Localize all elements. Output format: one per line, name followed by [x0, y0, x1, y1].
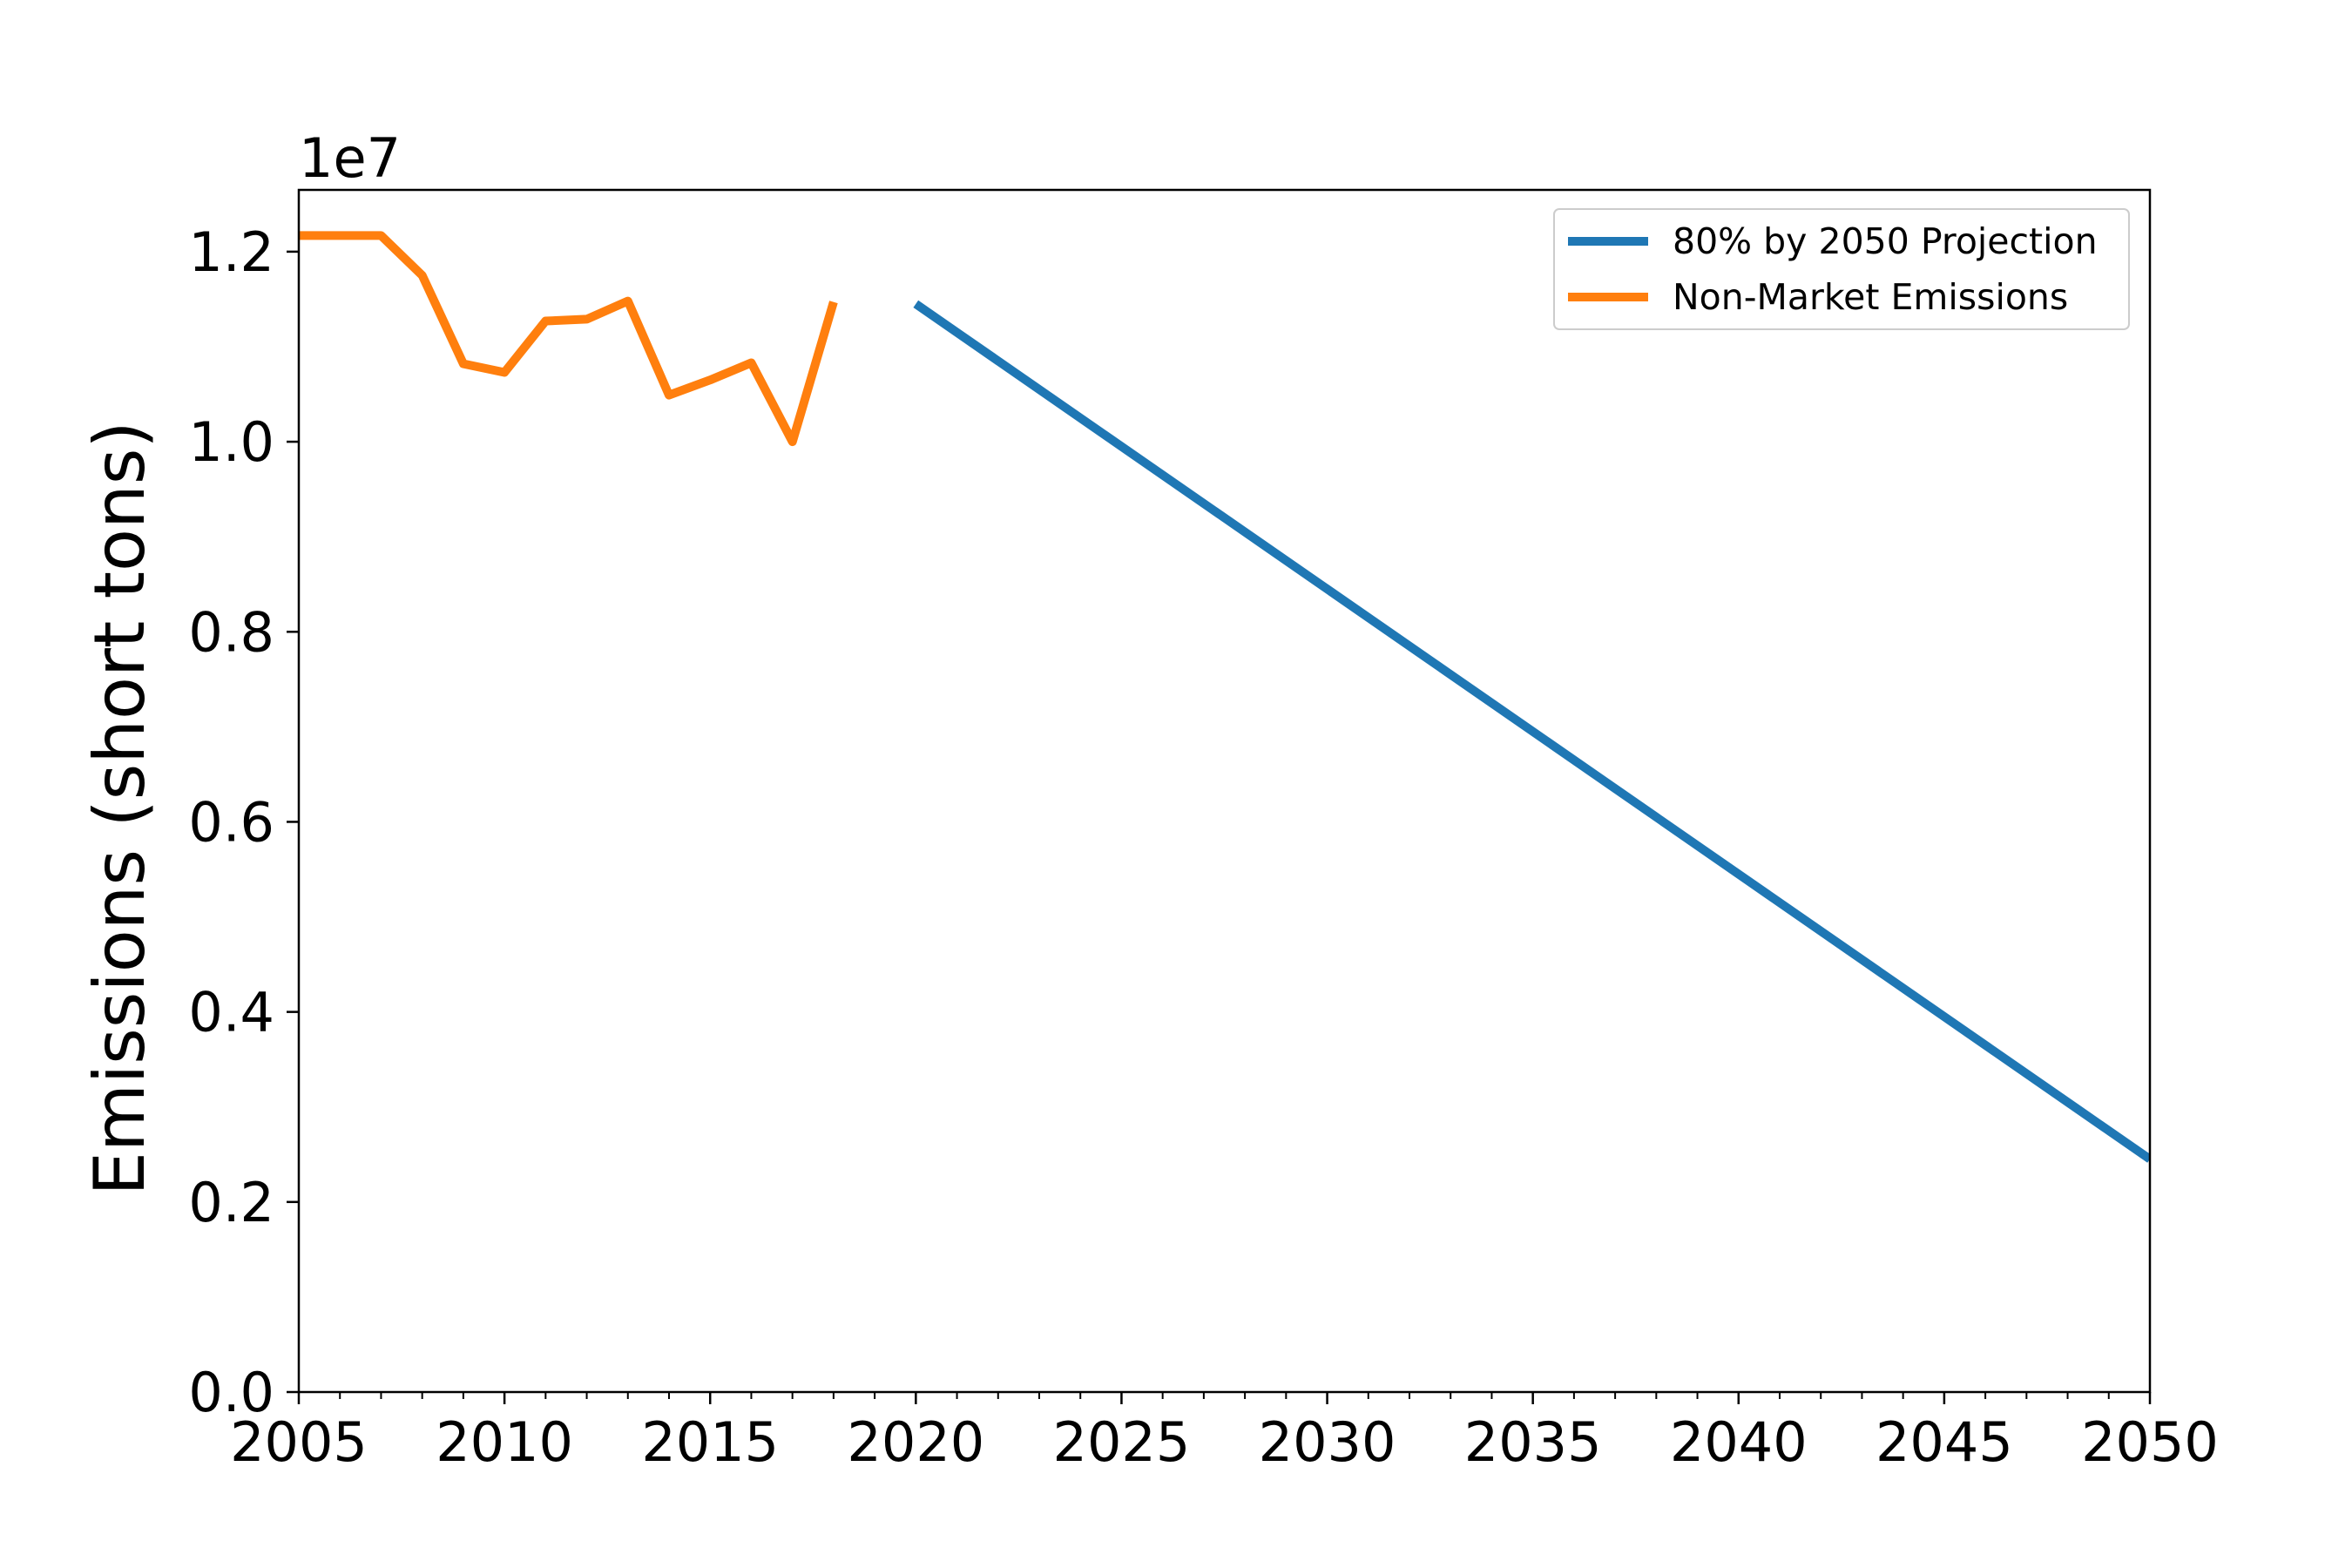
x-tick-label: 2015: [641, 1410, 779, 1474]
series-line-80-by-2050-projection: [913, 300, 2150, 1163]
series-line-non-market-emissions: [299, 231, 838, 447]
y-tick-label: 0.8: [188, 600, 274, 664]
y-tick-label: 0.4: [188, 981, 274, 1044]
y-tick-label: 0.2: [188, 1171, 274, 1234]
x-tick-label: 2050: [2081, 1410, 2219, 1474]
x-tick-label: 2030: [1259, 1410, 1396, 1474]
x-tick-label: 2020: [847, 1410, 984, 1474]
y-tick-label: 0.0: [188, 1361, 274, 1424]
legend-label-80-by-2050-projection: 80% by 2050 Projection: [1673, 220, 2098, 262]
y-tick-label: 1.2: [188, 220, 274, 284]
legend: 80% by 2050 Projection Non-Market Emissio…: [1553, 208, 2130, 330]
y-tick-label: 0.6: [188, 790, 274, 854]
axes-frame: [297, 188, 2152, 1394]
y-axis: 0.0 0.2 0.4 0.6 0.8 1.0 1.2: [188, 220, 299, 1424]
x-axis: 2005 2010 2015 2020 2025 2030 2035 2040 2045 2050: [230, 1392, 2219, 1474]
x-tick-label: 2025: [1053, 1410, 1191, 1474]
y-axis-label: Emissions (short tons): [79, 421, 160, 1195]
x-tick-label: 2040: [1670, 1410, 1808, 1474]
plot-lines: [299, 231, 2150, 1163]
x-tick-label: 2005: [230, 1410, 368, 1474]
x-tick-label: 2010: [436, 1410, 573, 1474]
y-axis-offset-label: 1e7: [299, 126, 401, 190]
legend-box: [1553, 208, 2130, 330]
legend-label-non-market-emissions: Non-Market Emissions: [1673, 276, 2068, 318]
x-tick-label: 2045: [1876, 1410, 2013, 1474]
series-group: [299, 231, 2150, 1163]
y-tick-label: 1.0: [188, 410, 274, 474]
x-tick-label: 2035: [1464, 1410, 1602, 1474]
